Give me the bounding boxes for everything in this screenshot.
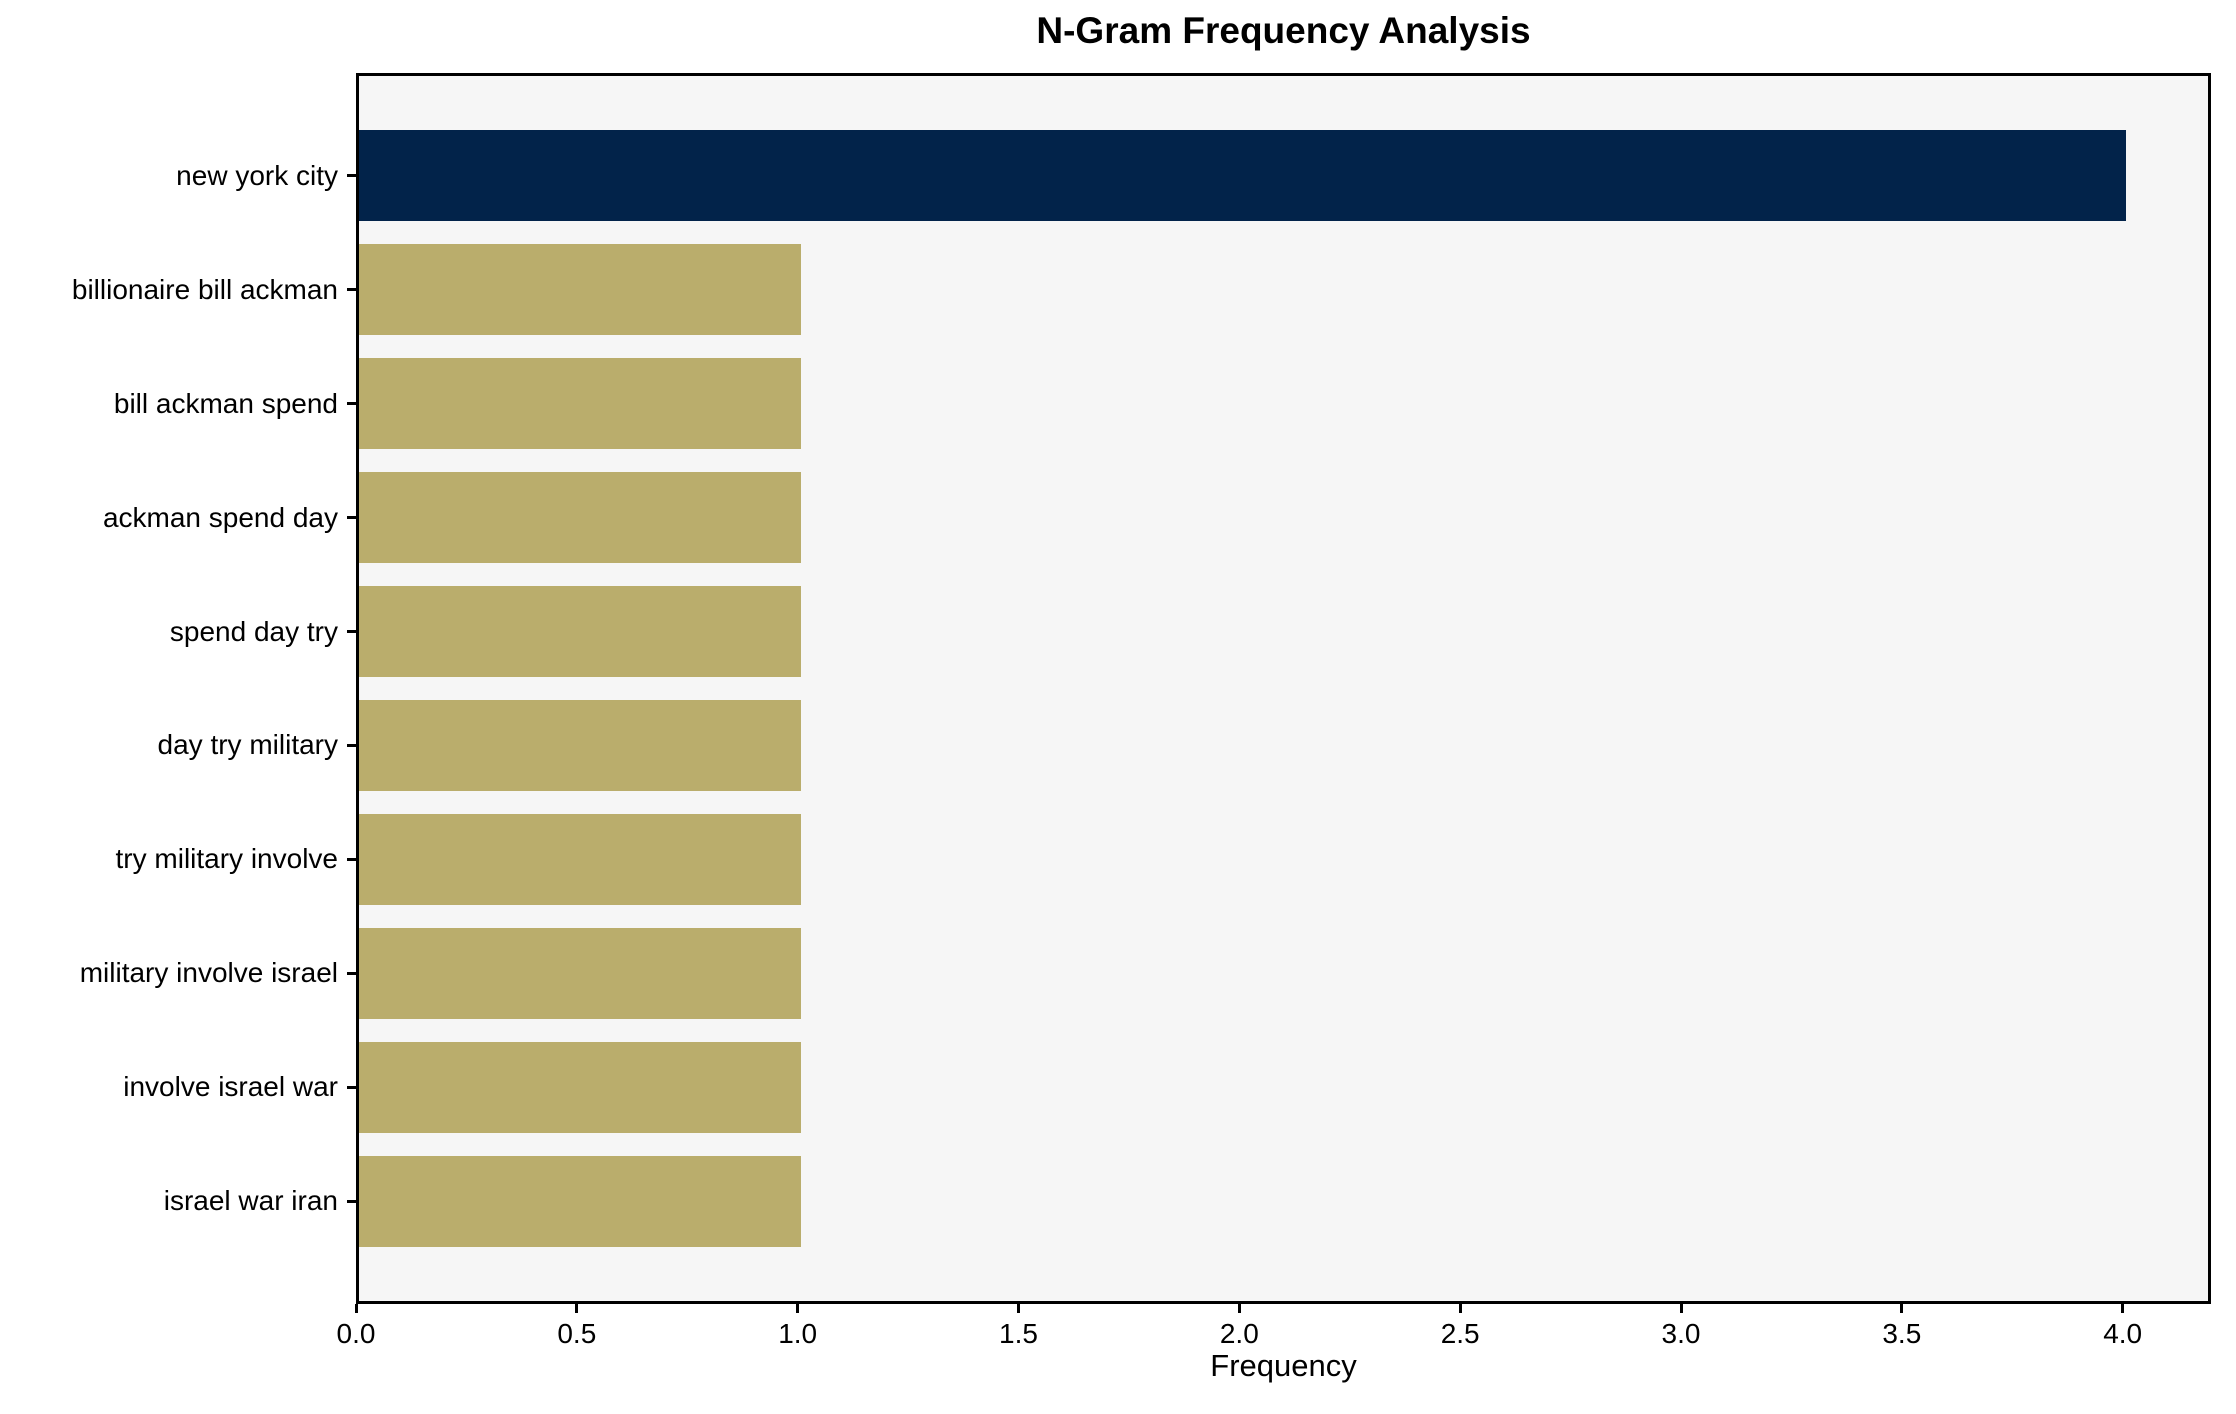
y-tick-day-try-military [347, 743, 356, 747]
y-label-ackman-spend-day: ackman spend day [102, 501, 338, 533]
bar-day-try-military [359, 699, 801, 792]
y-tick-israel-war-iran [347, 1199, 356, 1203]
x-tick-0.5 [575, 1304, 579, 1313]
plot-area [356, 73, 2211, 1304]
x-axis-title: Frequency [1210, 1348, 1357, 1383]
bar-israel-war-iran [359, 1155, 801, 1247]
x-tick-1.5 [1017, 1304, 1020, 1313]
x-label-2.5: 2.5 [1440, 1318, 1480, 1349]
y-label-israel-war-iran: israel war iran [163, 1185, 338, 1217]
y-tick-military-involve-israel [347, 971, 356, 975]
y-tick-try-military-involve [347, 857, 356, 861]
y-label-day-try-military: day try military [157, 729, 338, 761]
y-label-military-involve-israel: military involve israel [79, 957, 338, 989]
x-label-4.0: 4.0 [2103, 1318, 2143, 1349]
bar-billionaire-bill-ackman [359, 243, 801, 336]
y-tick-involve-israel-war [347, 1085, 356, 1089]
y-tick-new-york-city [347, 174, 356, 178]
x-tick-0.0 [354, 1304, 358, 1313]
x-tick-3.5 [1900, 1304, 1904, 1313]
x-tick-4.0 [2121, 1304, 2125, 1313]
x-label-3.0: 3.0 [1661, 1318, 1701, 1349]
x-label-1.5: 1.5 [999, 1318, 1038, 1349]
y-tick-spend-day-try [347, 630, 356, 633]
x-tick-2.5 [1458, 1304, 1462, 1313]
y-label-spend-day-try: spend day try [169, 615, 338, 647]
y-tick-bill-ackman-spend [347, 402, 356, 406]
y-tick-ackman-spend-day [347, 516, 356, 520]
bar-military-involve-israel [359, 927, 801, 1020]
y-tick-billionaire-bill-ackman [347, 288, 356, 292]
bar-bill-ackman-spend [359, 357, 801, 450]
y-label-billionaire-bill-ackman: billionaire bill ackman [71, 273, 338, 305]
bar-involve-israel-war [359, 1041, 801, 1133]
x-tick-2.0 [1237, 1304, 1241, 1313]
x-label-1.0: 1.0 [778, 1318, 818, 1349]
chart-title: N-Gram Frequency Analysis [1036, 10, 1531, 51]
x-label-0.0: 0.0 [336, 1318, 376, 1349]
y-label-try-military-involve: try military involve [115, 843, 338, 875]
y-label-new-york-city: new york city [176, 159, 338, 191]
bar-ackman-spend-day [359, 471, 801, 564]
x-label-3.5: 3.5 [1882, 1318, 1922, 1349]
x-label-2.0: 2.0 [1219, 1318, 1259, 1349]
bar-new-york-city [359, 129, 2126, 222]
x-tick-3.0 [1679, 1304, 1683, 1313]
x-label-0.5: 0.5 [557, 1318, 597, 1349]
bar-spend-day-try [359, 585, 801, 678]
x-tick-1.0 [796, 1304, 800, 1313]
y-label-involve-israel-war: involve israel war [123, 1071, 338, 1103]
bar-try-military-involve [359, 813, 801, 906]
y-label-bill-ackman-spend: bill ackman spend [113, 387, 338, 419]
